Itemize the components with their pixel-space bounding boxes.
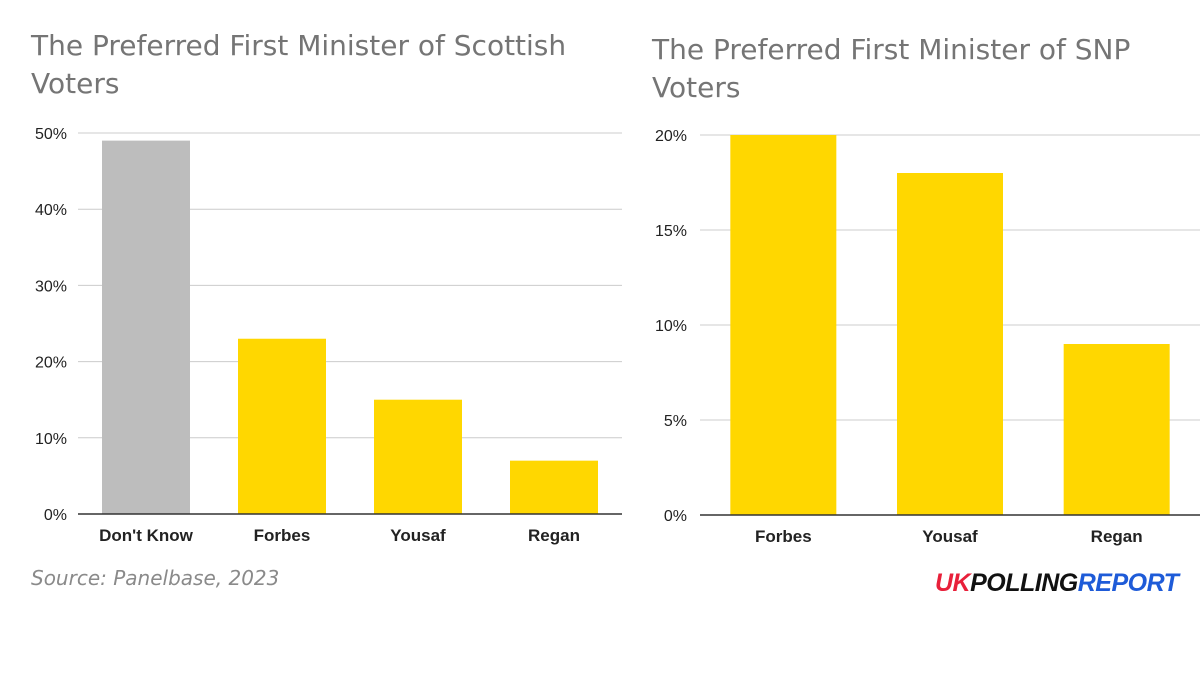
bar <box>238 338 326 514</box>
logo-uk-text: UK <box>935 569 971 597</box>
bar <box>374 399 462 514</box>
bar <box>1063 344 1170 515</box>
chart-title-scottish-voters: The Preferred First Minister of Scottish… <box>31 29 567 100</box>
y-tick-label: 40% <box>35 202 67 219</box>
bar <box>102 140 190 514</box>
x-category-label: Regan <box>528 526 580 545</box>
bar <box>510 460 598 514</box>
bar <box>897 173 1003 515</box>
source-note: Source: Panelbase, 2023 <box>31 566 280 590</box>
x-category-label: Yousaf <box>922 527 978 546</box>
y-tick-label: 15% <box>655 223 687 240</box>
y-tick-label: 20% <box>655 128 687 145</box>
chart-title-snp-voters: The Preferred First Minister of SNP Vote… <box>652 33 1131 104</box>
logo-polling-text: POLLING <box>970 569 1078 597</box>
y-tick-label: 10% <box>35 431 67 448</box>
y-tick-label: 10% <box>655 318 687 335</box>
y-tick-label: 5% <box>664 413 687 430</box>
bar-chart-scottish-voters: 0% 10% 20% 30% 40% 50% Don't Know Forbes Yousaf R… <box>35 126 622 545</box>
y-tick-label: 0% <box>664 508 687 525</box>
y-tick-label: 20% <box>35 355 67 372</box>
y-tick-label: 50% <box>35 126 67 143</box>
y-tick-label: 0% <box>44 507 67 524</box>
x-category-label: Don't Know <box>99 526 194 545</box>
x-category-label: Regan <box>1091 527 1143 546</box>
logo-report-text: REPORT <box>1077 569 1179 597</box>
bar-chart-snp-voters: 0% 5% 10% 15% 20% Forbes Yousaf Regan <box>655 128 1200 546</box>
bar <box>730 135 837 515</box>
y-tick-label: 30% <box>35 278 67 295</box>
ukpollingreport-logo: UKPOLLINGREPORT <box>935 569 1187 603</box>
x-category-label: Forbes <box>755 527 812 546</box>
x-category-label: Forbes <box>254 526 311 545</box>
x-category-label: Yousaf <box>390 526 446 545</box>
